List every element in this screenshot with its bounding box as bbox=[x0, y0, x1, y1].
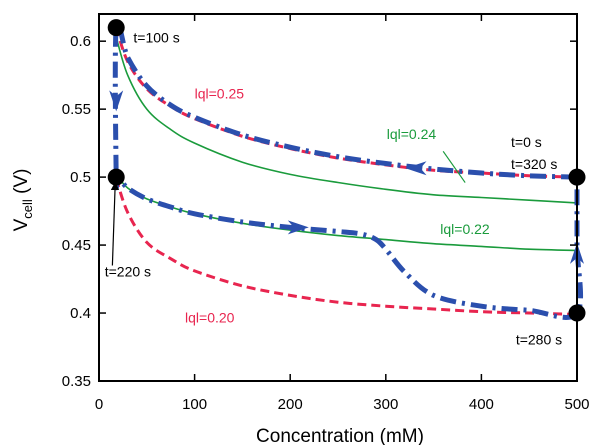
x-tick-label-3: 300 bbox=[373, 396, 398, 413]
plot-frame bbox=[98, 13, 578, 382]
annotation-q025: lql=0.25 bbox=[195, 85, 245, 101]
series-line-4 bbox=[112, 19, 584, 320]
state-point-0 bbox=[107, 19, 125, 37]
x-tick-label-5: 500 bbox=[564, 396, 589, 413]
series-line-3 bbox=[114, 178, 578, 316]
annotation-q024: lql=0.24 bbox=[387, 126, 437, 142]
annotation-t280: t=280 s bbox=[516, 331, 562, 347]
cycle-direction-arrow-0 bbox=[109, 90, 124, 112]
x-tick-label-2: 200 bbox=[278, 396, 303, 413]
y-tick-label-3: 0.5 bbox=[70, 169, 91, 186]
plot-background bbox=[99, 14, 577, 381]
state-point-1 bbox=[107, 168, 125, 186]
cycle-arrowhead-0 bbox=[109, 90, 124, 112]
annotation-t220: t=220 s bbox=[105, 263, 151, 279]
x-tick-label-4: 400 bbox=[469, 396, 494, 413]
y-tick-label-0: 0.35 bbox=[62, 373, 91, 390]
series-line-1 bbox=[115, 36, 578, 204]
axis-layer: 0 100 200 300 400 500 0.35 0.4 0.45 0.5 0.55 0.6 bbox=[62, 13, 590, 413]
y-axis-title-unit: (V) bbox=[11, 169, 32, 200]
annotation-layer: t=100 s lql=0.25 lql=0.24 t=0 s t=320 s lql=0… bbox=[105, 30, 562, 348]
x-tick-label-1: 100 bbox=[182, 396, 207, 413]
y-tick-label-4: 0.55 bbox=[62, 101, 91, 118]
annotation-t100: t=100 s bbox=[133, 30, 179, 46]
series-line-2 bbox=[115, 173, 578, 252]
y-tick-label-1: 0.4 bbox=[70, 305, 91, 322]
t220-pointer-arrow bbox=[110, 181, 120, 266]
y-axis-title: Vcell (V) bbox=[11, 169, 35, 232]
annotation-q022: lql=0.22 bbox=[440, 221, 490, 237]
y-tick-label-5: 0.6 bbox=[70, 33, 91, 50]
plot-area bbox=[99, 14, 577, 381]
y-axis-title-main: V bbox=[11, 218, 32, 231]
cycle-arrowhead-1 bbox=[287, 220, 309, 235]
y-tick-label-2: 0.45 bbox=[62, 237, 91, 254]
cycle-arrowhead-2 bbox=[405, 161, 427, 176]
cycle-direction-arrow-2 bbox=[405, 161, 427, 176]
y-axis-title-sub: cell bbox=[20, 199, 35, 219]
annotation-t320: t=320 s bbox=[511, 156, 557, 172]
x-tick-label-0: 0 bbox=[95, 396, 103, 413]
series-layer bbox=[112, 19, 584, 320]
arrow-layer bbox=[109, 90, 584, 264]
annotation-q020: lql=0.20 bbox=[185, 310, 235, 326]
cycle-direction-arrow-1 bbox=[287, 220, 309, 235]
x-axis-title: Concentration (mM) bbox=[256, 426, 424, 445]
annotation-t0: t=0 s bbox=[511, 134, 542, 150]
q024-pointer-line bbox=[442, 150, 466, 183]
